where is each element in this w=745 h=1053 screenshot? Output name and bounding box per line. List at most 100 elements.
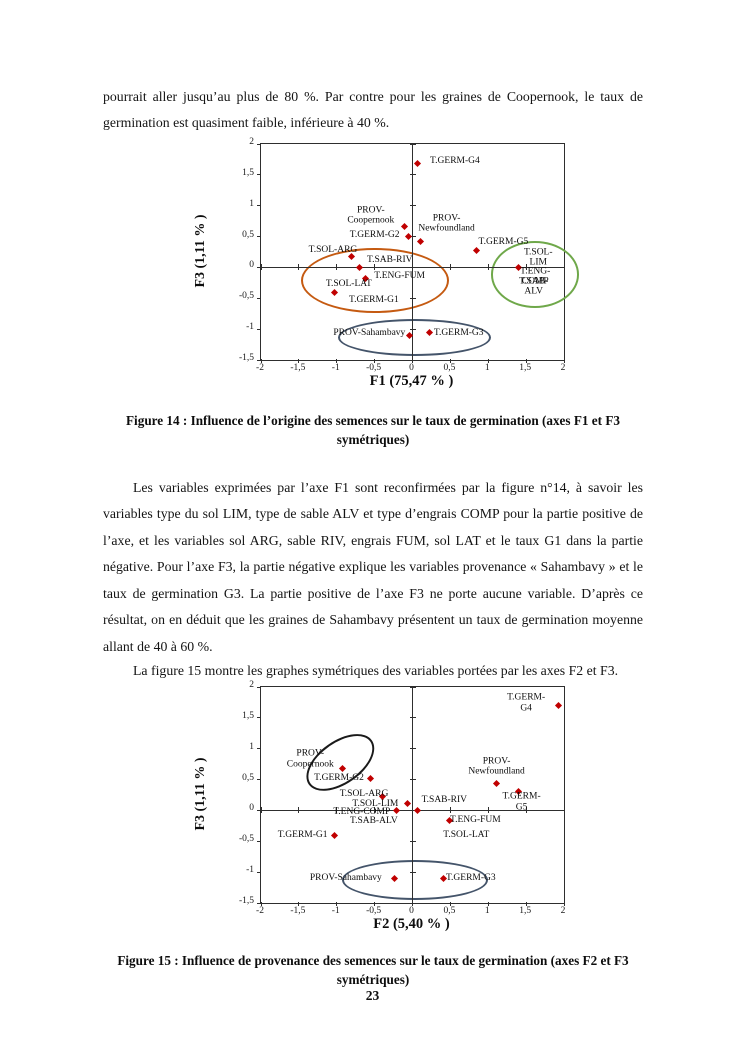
point-label: T.GERM-G3: [445, 873, 496, 884]
figure-15-caption-line1: Figure 15 : Influence de provenance des …: [117, 953, 629, 968]
data-point: [403, 799, 411, 807]
x-axis-tick-label: 0,5: [443, 906, 456, 916]
y-zero-axis-line: [412, 144, 413, 360]
x-axis-tick: [487, 264, 489, 271]
group-ellipse: [342, 859, 489, 900]
point-label: T.SOL-LIM: [352, 798, 399, 809]
point-label: PROV- Newfoundland: [468, 756, 525, 777]
x-axis-tick: [525, 264, 527, 271]
data-point: [367, 774, 375, 782]
x-border-tick: [336, 902, 338, 906]
x-border-tick: [260, 902, 262, 906]
x-axis-tick-label: 1,5: [519, 363, 532, 373]
y-axis-tick-label: -1: [246, 865, 254, 876]
figure-14-caption-line2: symétriques): [336, 432, 410, 447]
x-axis-tick-label: 2: [560, 363, 566, 373]
x-border-tick: [260, 359, 262, 363]
point-label: T.SAB-RIV: [367, 254, 413, 265]
x-border-tick: [487, 359, 489, 363]
x-axis-tick: [260, 807, 262, 814]
y-border-tick: [257, 717, 261, 719]
point-label: T.GERM-G1: [277, 829, 328, 840]
x-border-tick: [374, 359, 376, 363]
y-axis-tick: [409, 174, 416, 176]
body-paragraph-1: pourrait aller jusqu’au plus de 80 %. Pa…: [103, 88, 643, 131]
y-axis-tick-label: 0,5: [242, 772, 254, 783]
data-point: [493, 780, 501, 788]
x-axis-tick-label: -1,5: [290, 363, 306, 373]
x-axis-title: F1 (75,47 % ): [369, 373, 454, 389]
x-axis-tick-label: -1,5: [290, 906, 306, 916]
point-label: PROV-Sahambavy: [333, 328, 406, 339]
y-border-tick: [257, 297, 261, 299]
figure-14-caption: Figure 14 : Influence de l’origine des s…: [103, 411, 643, 449]
y-axis-tick-label: -0,5: [238, 834, 254, 845]
y-border-tick: [257, 174, 261, 176]
y-axis-tick: [409, 748, 416, 750]
y-axis-tick: [409, 359, 416, 361]
figure-15-scatter-chart: F3 (1,11 % ) T.GERM-G4 PROV- Coopernook T.…: [180, 679, 585, 947]
point-label: T.GERM-G4: [430, 156, 480, 167]
y-border-tick: [257, 902, 261, 904]
x-axis-tick-label: 1,5: [519, 906, 532, 916]
figure-14-caption-line1: Figure 14 : Influence de l’origine des s…: [126, 413, 620, 428]
x-axis-tick-label: 1: [484, 363, 490, 373]
y-axis-tick-label: 0: [249, 260, 254, 271]
y-axis-tick-label: -0,5: [238, 291, 254, 302]
y-axis-tick: [409, 840, 416, 842]
group-ellipse: [490, 240, 580, 308]
x-border-tick: [563, 359, 565, 363]
y-axis-tick-label: 1,5: [242, 167, 254, 178]
point-label: T.SOL-LAT: [443, 829, 490, 840]
y-axis-tick-label: -1,5: [238, 896, 254, 906]
x-border-tick: [487, 902, 489, 906]
data-point: [414, 160, 422, 168]
y-border-tick: [257, 871, 261, 873]
x-axis-tick: [374, 264, 376, 271]
x-axis-tick: [374, 807, 376, 814]
point-label: T.ENG-FUM: [449, 814, 501, 825]
y-border-tick: [257, 205, 261, 207]
x-axis-tick: [336, 807, 338, 814]
point-label: T.SOL-LAT: [325, 278, 372, 289]
y-axis-tick: [409, 809, 416, 811]
x-axis-tick: [449, 807, 451, 814]
point-label: T.SAB-ALV: [519, 276, 549, 297]
x-border-tick: [525, 902, 527, 906]
data-point: [401, 223, 409, 231]
point-label: PROV- Coopernook: [286, 748, 334, 770]
point-label: T.ENG-FUM: [374, 270, 425, 281]
x-border-tick: [412, 902, 413, 906]
data-point: [393, 806, 401, 814]
y-border-tick: [257, 779, 261, 781]
x-axis-tick-label: -2: [256, 906, 264, 916]
y-border-tick: [257, 686, 261, 688]
x-axis-tick-label: -0,5: [366, 906, 382, 916]
y-axis-tick: [409, 779, 416, 781]
y-axis-tick: [409, 236, 416, 238]
y-zero-axis-line: [412, 687, 413, 903]
y-axis-tick: [409, 871, 416, 873]
point-label: T.GERM-G1: [349, 294, 399, 305]
point-label: T.GERM-G3: [433, 327, 484, 338]
y-border-tick: [257, 809, 261, 811]
point-label: T.GERM-G5: [478, 236, 529, 247]
x-border-tick: [449, 902, 451, 906]
x-axis-tick: [298, 264, 300, 271]
x-axis-tick-label: 0: [409, 906, 414, 916]
x-axis-tick: [298, 807, 300, 814]
x-border-tick: [449, 359, 451, 363]
data-point: [416, 237, 424, 246]
y-axis-tick-label: 2: [249, 680, 254, 690]
y-axis-tick-label: 2: [249, 137, 254, 147]
x-border-tick: [374, 902, 376, 906]
point-label: T.ENG-COMP: [333, 806, 391, 817]
y-axis-tick: [409, 205, 416, 207]
point-label: T.GERM-G5: [502, 791, 541, 813]
x-border-tick: [298, 359, 300, 363]
y-border-tick: [257, 748, 261, 750]
y-axis-tick-label: -1,5: [238, 353, 254, 363]
x-axis-tick-label: 1: [484, 906, 490, 916]
y-axis-tick: [409, 902, 416, 904]
